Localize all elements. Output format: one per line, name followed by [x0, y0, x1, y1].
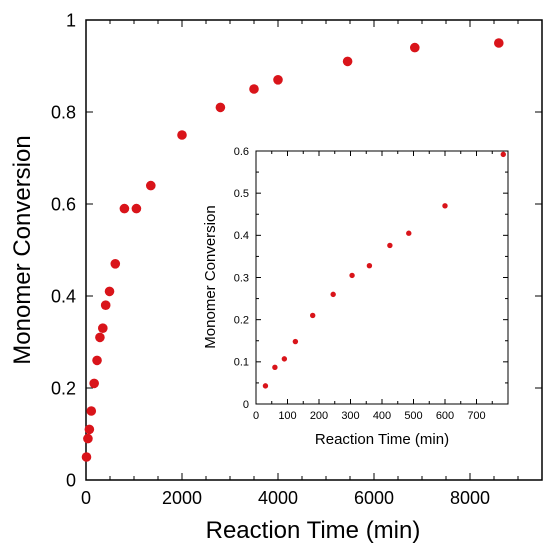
main-y-tick-label: 0.6: [51, 194, 76, 214]
inset-y-tick-label: 0.5: [234, 188, 249, 200]
inset-points: [262, 151, 506, 389]
main-x-tick-label: 4000: [258, 488, 298, 508]
inset-x-tick-label: 600: [436, 410, 454, 422]
main-data-point: [100, 300, 111, 311]
main-points: [81, 38, 504, 462]
main-data-point: [119, 203, 130, 214]
inset-x-tick-label: 400: [373, 410, 391, 422]
inset-x-tick-label: 200: [310, 410, 328, 422]
inset-data-point: [406, 230, 412, 236]
main-plot-frame: [85, 19, 543, 481]
inset-data-point: [272, 364, 278, 371]
main-data-point: [494, 38, 504, 48]
inset-x-tick-label: 100: [278, 410, 296, 422]
inset-x-tick-label: 500: [404, 410, 422, 422]
main-data-point: [273, 75, 283, 85]
inset-data-point: [310, 312, 316, 319]
main-data-point: [92, 355, 102, 366]
main-data-point: [98, 323, 108, 334]
main-data-point: [81, 452, 92, 462]
main-data-point: [84, 424, 95, 435]
inset-data-point: [500, 151, 506, 158]
inset-data-point: [387, 242, 393, 249]
inset-data-point: [442, 203, 448, 209]
main-x-tick-label: 8000: [450, 488, 490, 508]
inset-y-tick-label: 0.6: [234, 146, 249, 158]
inset-data-point: [281, 356, 288, 362]
main-y-axis-label: Monomer Conversion: [9, 135, 36, 364]
inset-x-tick-label: 700: [467, 410, 485, 422]
inset-data-point: [262, 383, 269, 389]
main-y-tick-label: 0.8: [51, 102, 76, 122]
inset-data-point: [349, 272, 355, 279]
inset-chart: 0 100 200 300 400 500 600 700 0 0.1 0.2 0.3 0.4 0.5 0.…: [202, 146, 509, 448]
main-y-tick-label: 0.2: [51, 378, 76, 398]
main-data-point: [83, 433, 93, 444]
inset-y-axis-label: Monomer Conversion: [202, 205, 219, 348]
main-data-point: [95, 332, 105, 343]
main-y-tick-label: 0.4: [51, 286, 76, 306]
inset-data-point: [366, 262, 373, 269]
main-x-tick-label: 0: [81, 488, 91, 508]
inset-y-tick-label: 0: [243, 399, 249, 411]
inset-x-tick-label: 300: [341, 410, 359, 422]
main-x-tick-label: 2000: [162, 488, 202, 508]
main-data-point: [104, 286, 115, 297]
main-y-tick-label: 0: [66, 470, 76, 490]
inset-y-tick-label: 0.2: [234, 315, 249, 327]
inset-x-axis-label: Reaction Time (min): [315, 431, 449, 448]
inset-y-tick-label: 0.3: [234, 272, 249, 284]
main-data-point: [131, 203, 142, 214]
inset-data-point: [292, 338, 299, 345]
main-data-point: [342, 56, 353, 67]
main-x-tick-label: 6000: [354, 488, 394, 508]
inset-x-tick-label: 0: [253, 410, 259, 422]
inset-data-point: [330, 291, 336, 298]
main-data-point: [410, 42, 420, 53]
inset-y-tick-label: 0.4: [234, 230, 249, 242]
main-data-point: [146, 180, 156, 191]
main-data-point: [215, 102, 226, 113]
main-x-axis-label: Reaction Time (min): [206, 517, 421, 544]
inset-y-tick-label: 0.1: [234, 357, 249, 369]
main-data-point: [249, 84, 259, 94]
main-data-point: [89, 378, 99, 389]
main-y-tick-label: 1: [66, 10, 76, 30]
inset-ticks: 0 100 200 300 400 500 600 700 0 0.1 0.2 0.3 0.4 0.5 0.…: [234, 146, 509, 422]
main-data-point: [177, 130, 187, 140]
main-data-point: [86, 406, 97, 416]
inset-background: [256, 151, 508, 404]
main-data-point: [110, 259, 121, 269]
